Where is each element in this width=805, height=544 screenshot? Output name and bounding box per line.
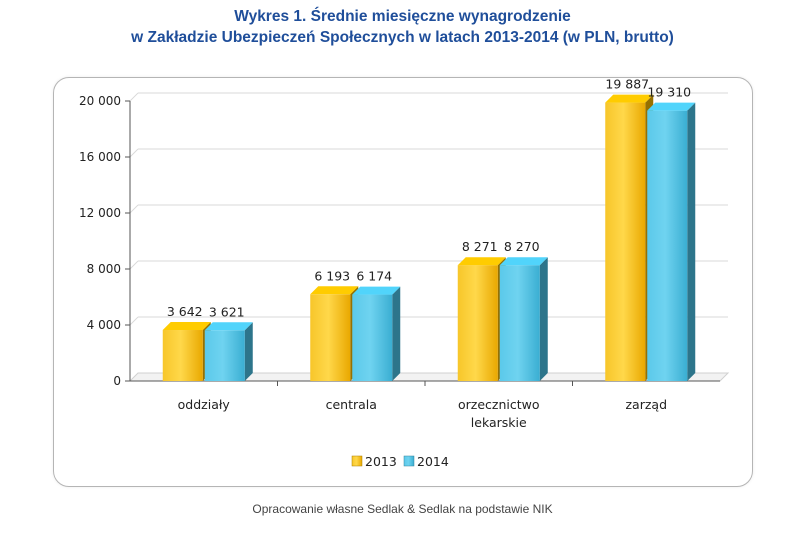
data-label-2014: 3 621: [209, 304, 245, 319]
bar-2013-oddziały: [162, 322, 211, 381]
bar-front: [352, 294, 393, 381]
bar-side: [539, 257, 548, 381]
bar-side: [244, 322, 253, 381]
legend-swatch: [351, 455, 363, 467]
chart-title-line-1: Wykres 1. Średnie miesięczne wynagrodzen…: [234, 8, 571, 25]
y-tick-label: 16 000: [79, 150, 121, 164]
data-label-2013: 6 193: [314, 268, 350, 283]
legend-label: 2013: [365, 454, 397, 469]
bar-top: [605, 94, 654, 103]
x-category-label: centrala: [326, 397, 377, 412]
bar-front: [310, 294, 351, 381]
bar-front: [605, 102, 646, 381]
y-tick-label: 4 000: [87, 318, 121, 332]
y-tick-label: 12 000: [79, 206, 121, 220]
data-label-2013: 19 887: [605, 77, 649, 92]
bar-side: [392, 286, 401, 381]
data-label-2013: 3 642: [167, 304, 203, 319]
data-label-2014: 19 310: [647, 85, 691, 100]
bar-2014-oddziały: [204, 322, 253, 381]
gridline-depth: [129, 260, 139, 270]
x-category-label: oddziały: [178, 397, 231, 412]
bar-2014-orzecznictwo-lekarskie: [499, 257, 548, 381]
x-category-label: zarząd: [625, 397, 667, 412]
legend-swatch: [403, 455, 415, 467]
gridline-depth: [129, 92, 139, 102]
bar-2014-zarząd: [647, 102, 696, 381]
bar-2013-centrala: [310, 286, 359, 381]
bar-2013-zarząd: [605, 94, 654, 381]
gridline-depth: [129, 148, 139, 158]
x-category-label: orzecznictwo: [458, 397, 540, 412]
x-category-label: lekarskie: [471, 415, 527, 430]
data-label-2014: 6 174: [356, 269, 392, 284]
bar-2014-centrala: [352, 286, 401, 381]
y-tick-label: 20 000: [79, 94, 121, 108]
gridline-depth: [129, 204, 139, 214]
bar-2013-orzecznictwo-lekarskie: [457, 257, 506, 381]
bar-top: [310, 286, 359, 295]
bar-top: [162, 322, 211, 331]
bar-top: [499, 257, 548, 266]
bar-front: [204, 330, 245, 381]
y-tick-label: 8 000: [87, 262, 121, 276]
bar-front: [499, 265, 540, 381]
legend-label: 2014: [417, 454, 449, 469]
bar-side: [687, 102, 696, 381]
source-note: Opracowanie własne Sedlak & Sedlak na po…: [252, 502, 553, 516]
chart-title-line-2: w Zakładzie Ubezpieczeń Społecznych w la…: [131, 29, 674, 46]
bar-front: [162, 330, 203, 381]
data-label-2014: 8 270: [504, 239, 540, 254]
data-label-2013: 8 271: [462, 239, 498, 254]
bar-top: [457, 257, 506, 266]
legend-item-2014: 2014: [403, 454, 449, 469]
bar-top: [352, 286, 401, 295]
bar-front: [457, 265, 498, 381]
y-tick-label: 0: [113, 374, 121, 388]
legend-item-2013: 2013: [351, 454, 397, 469]
bar-front: [647, 110, 688, 381]
gridline-depth: [129, 316, 139, 326]
bar-top: [647, 102, 696, 111]
bar-top: [204, 322, 253, 331]
